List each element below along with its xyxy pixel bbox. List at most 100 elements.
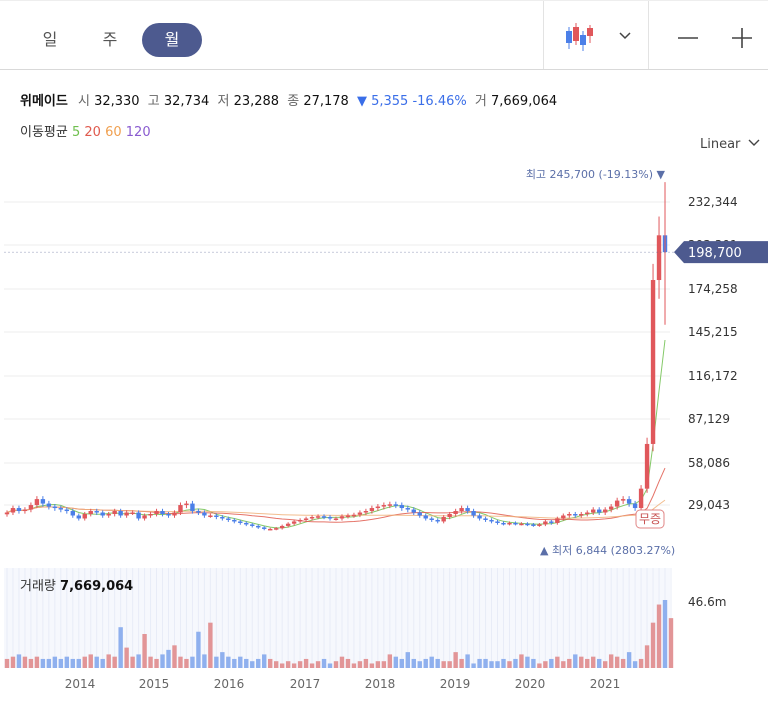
- volume-bar: [375, 661, 381, 668]
- ma120-label: 120: [125, 125, 151, 140]
- candle: [519, 522, 524, 526]
- x-tick-label: 2019: [440, 677, 471, 691]
- candle: [315, 514, 321, 520]
- volume-bar: [34, 656, 40, 668]
- volume-bar: [76, 658, 81, 668]
- toolbar-divider: [648, 1, 649, 69]
- max-price-label: 최고 245,700 (-19.13%) ▼: [526, 168, 666, 181]
- volume-bar: [291, 663, 297, 668]
- current-price-tag: [674, 241, 768, 264]
- min-price-label: ▲ 최저 6,844 (2803.27%): [540, 544, 675, 557]
- volume-bar: [632, 661, 638, 668]
- candle: [34, 496, 40, 509]
- candle: [537, 523, 542, 527]
- volume-bar: [555, 656, 560, 668]
- tab-week[interactable]: 주: [102, 30, 118, 49]
- candle: [483, 516, 488, 522]
- candle: [561, 513, 566, 521]
- candle: [387, 501, 393, 509]
- candle: [112, 508, 117, 517]
- candle: [124, 510, 129, 518]
- scale-selector[interactable]: Linear: [700, 137, 760, 152]
- volume-bar: [58, 658, 64, 668]
- volume-bar: [513, 658, 518, 668]
- volume-bar: [626, 652, 632, 668]
- candle: [46, 500, 52, 510]
- zoom-out-button[interactable]: [668, 19, 708, 59]
- volume-bar: [638, 658, 644, 668]
- candle: [656, 216, 662, 299]
- volume-chart-label: 거래량: [20, 579, 56, 594]
- volume-bar: [381, 661, 387, 668]
- candle: [477, 513, 482, 521]
- candle: [465, 505, 470, 514]
- volume-bar: [262, 654, 267, 668]
- volume-bar: [662, 600, 668, 668]
- candle: [262, 526, 267, 531]
- chart-type-button[interactable]: [560, 19, 600, 59]
- tab-month[interactable]: 월: [142, 23, 202, 57]
- volume-bar: [106, 654, 111, 668]
- candle: [52, 504, 58, 511]
- candle: [644, 437, 650, 493]
- volume-bar: [591, 656, 596, 668]
- candle: [190, 500, 195, 514]
- volume-bar: [16, 654, 22, 668]
- candle: [489, 518, 494, 524]
- candle: [172, 510, 177, 518]
- plus-icon: [732, 28, 752, 48]
- close-label: 종: [287, 94, 300, 109]
- candle: [232, 518, 237, 524]
- candle: [208, 513, 213, 518]
- candle: [130, 510, 135, 516]
- volume-bar: [399, 658, 405, 668]
- candle: [369, 505, 375, 514]
- volume-bar: [202, 654, 207, 668]
- minus-icon: [678, 37, 698, 39]
- volume-bar: [52, 656, 58, 668]
- volume-bar: [620, 658, 626, 668]
- candle: [40, 496, 46, 507]
- volume-bar: [477, 658, 482, 668]
- candle: [226, 516, 231, 522]
- volume-bar: [459, 658, 464, 668]
- y-tick-label: 232,344: [688, 195, 738, 209]
- candle: [136, 510, 141, 521]
- y-tick-label: 58,086: [688, 456, 730, 470]
- candle: [357, 510, 363, 518]
- volume-bar: [124, 647, 129, 668]
- candle: [459, 505, 464, 514]
- volume-bar: [94, 656, 99, 668]
- volume-bar: [644, 645, 650, 668]
- chevron-down-icon[interactable]: [606, 19, 646, 59]
- y-tick-label: 116,172: [688, 369, 738, 383]
- candle: [423, 513, 428, 521]
- tab-day[interactable]: 일: [42, 30, 58, 49]
- candle: [333, 516, 339, 521]
- volume-chart-value: 7,669,064: [60, 579, 134, 594]
- volume-bar: [309, 663, 315, 668]
- candle: [471, 508, 476, 518]
- candle: [214, 513, 219, 520]
- candle: [453, 508, 458, 517]
- volume-bar: [429, 656, 434, 668]
- low-label: 저: [217, 94, 230, 109]
- candle: [106, 511, 111, 518]
- candle: [638, 485, 644, 511]
- candle: [285, 522, 291, 528]
- volume-bar: [238, 656, 243, 668]
- volume-bar: [232, 658, 237, 668]
- moving-average-legend: 이동평균 5 20 60 120: [20, 121, 151, 140]
- free-stock-badge[interactable]: [635, 509, 665, 529]
- volume-bar: [190, 656, 195, 668]
- volume-bar: [351, 663, 357, 668]
- volume-bar: [321, 658, 327, 668]
- chevron-down-icon: [748, 139, 760, 146]
- candle: [620, 496, 626, 504]
- volume-bar: [441, 661, 446, 668]
- candle: [495, 519, 500, 525]
- zoom-in-button[interactable]: [722, 19, 762, 59]
- candle: [327, 515, 333, 521]
- candle: [309, 515, 315, 521]
